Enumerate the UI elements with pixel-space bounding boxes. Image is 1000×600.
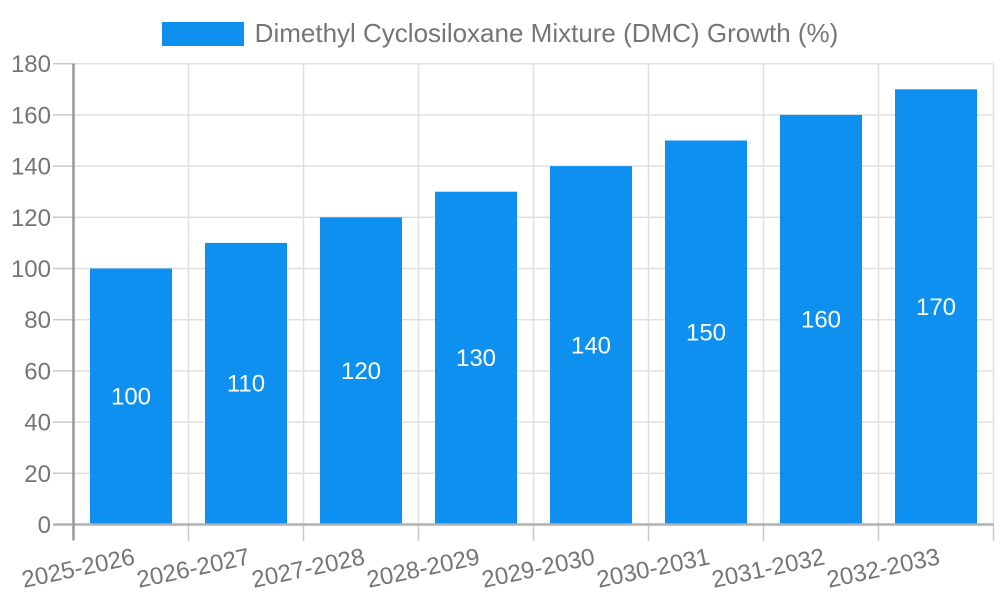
x-tick-label: 2025-2026 xyxy=(19,543,137,593)
x-tick-label: 2028-2029 xyxy=(364,543,482,593)
bar-value-label: 110 xyxy=(227,371,265,398)
bar[interactable] xyxy=(550,166,632,525)
legend-swatch xyxy=(161,21,244,46)
x-tick-label: 2031-2032 xyxy=(709,543,827,593)
y-tick-label: 60 xyxy=(24,358,51,385)
bar[interactable] xyxy=(895,89,977,525)
legend-label: Dimethyl Cyclosiloxane Mixture (DMC) Gro… xyxy=(254,18,839,48)
y-tick-label: 140 xyxy=(11,154,51,181)
bar[interactable] xyxy=(780,114,862,525)
bar[interactable] xyxy=(665,140,747,525)
bar-value-label: 130 xyxy=(456,345,496,372)
bar-value-label: 100 xyxy=(111,384,151,411)
x-tick-label: 2027-2028 xyxy=(249,543,367,593)
y-tick-label: 80 xyxy=(24,307,51,334)
x-tick-label: 2030-2031 xyxy=(594,543,712,593)
x-tick-label: 2032-2033 xyxy=(824,543,942,593)
bar[interactable] xyxy=(90,268,172,525)
bar-value-label: 170 xyxy=(916,294,956,321)
x-tick-label: 2029-2030 xyxy=(479,543,597,593)
y-tick-label: 40 xyxy=(24,410,51,437)
bar[interactable] xyxy=(320,217,402,525)
chart-legend[interactable]: Dimethyl Cyclosiloxane Mixture (DMC) Gro… xyxy=(0,18,1000,49)
y-tick-label: 20 xyxy=(24,461,51,488)
y-tick-label: 100 xyxy=(11,256,51,283)
bar-value-label: 160 xyxy=(801,307,841,334)
x-tick-label: 2026-2027 xyxy=(134,543,252,593)
y-tick-label: 160 xyxy=(11,102,51,129)
bar[interactable] xyxy=(435,191,517,525)
y-tick-label: 120 xyxy=(11,205,51,232)
bar[interactable] xyxy=(205,242,287,525)
bar-value-label: 140 xyxy=(571,332,611,359)
bar-value-label: 120 xyxy=(341,358,381,385)
y-tick-label: 180 xyxy=(11,51,51,78)
y-tick-label: 0 xyxy=(38,512,51,539)
bar-value-label: 150 xyxy=(686,320,726,347)
